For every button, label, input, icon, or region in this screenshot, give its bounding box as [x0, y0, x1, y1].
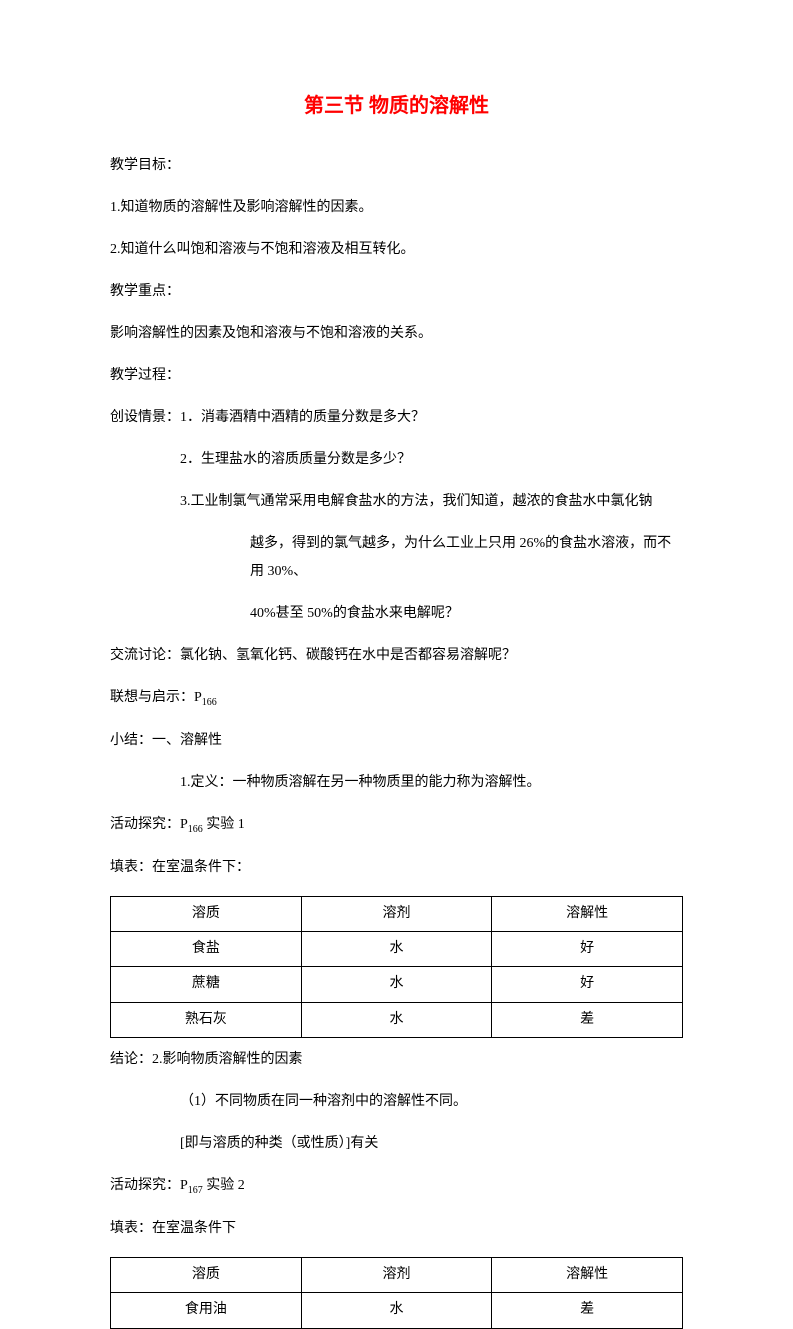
- table-cell: 差: [492, 1293, 683, 1328]
- text-line: 创设情景：1．消毒酒精中酒精的质量分数是多大？: [110, 404, 683, 432]
- table-header: 溶质: [111, 1257, 302, 1292]
- table-cell: 熟石灰: [111, 1002, 302, 1037]
- text-span: 实验 2: [203, 1178, 245, 1193]
- text-line: （1）不同物质在同一种溶剂中的溶解性不同。: [110, 1088, 683, 1116]
- table-header: 溶解性: [492, 1257, 683, 1292]
- table-cell: 好: [492, 967, 683, 1002]
- text-line: 越多，得到的氯气越多，为什么工业上只用 26%的食盐水溶液，而不用 30%、: [110, 530, 683, 586]
- table-cell: 水: [301, 931, 492, 966]
- table-cell: 水: [301, 967, 492, 1002]
- text-line: 联想与启示：P166: [110, 684, 683, 713]
- text-line: 2．生理盐水的溶质质量分数是多少？: [110, 446, 683, 474]
- text-line: 填表：在室温条件下: [110, 1215, 683, 1243]
- text-line: 交流讨论：氯化钠、氢氧化钙、碳酸钙在水中是否都容易溶解呢？: [110, 642, 683, 670]
- table-row: 食盐 水 好: [111, 931, 683, 966]
- table-row: 蔗糖 水 好: [111, 967, 683, 1002]
- table-row: 熟石灰 水 差: [111, 1002, 683, 1037]
- table-header: 溶剂: [301, 1257, 492, 1292]
- table-row: 溶质 溶剂 溶解性: [111, 896, 683, 931]
- text-line: 教学目标：: [110, 152, 683, 180]
- text-span: 联想与启示：P: [110, 690, 202, 705]
- solubility-table-2: 溶质 溶剂 溶解性 食用油 水 差: [110, 1257, 683, 1329]
- text-line: 填表：在室温条件下：: [110, 854, 683, 882]
- text-line: 影响溶解性的因素及饱和溶液与不饱和溶液的关系。: [110, 320, 683, 348]
- table-row: 食用油 水 差: [111, 1293, 683, 1328]
- subscript: 167: [188, 1185, 203, 1196]
- text-line: 小结：一、溶解性: [110, 727, 683, 755]
- solubility-table-1: 溶质 溶剂 溶解性 食盐 水 好 蔗糖 水 好 熟石灰 水 差: [110, 896, 683, 1039]
- text-line: 1.知道物质的溶解性及影响溶解性的因素。: [110, 194, 683, 222]
- text-span: 实验 1: [203, 817, 245, 832]
- table-cell: 蔗糖: [111, 967, 302, 1002]
- table-cell: 好: [492, 931, 683, 966]
- text-line: 1.定义：一种物质溶解在另一种物质里的能力称为溶解性。: [110, 769, 683, 797]
- text-line: 3.工业制氯气通常采用电解食盐水的方法，我们知道，越浓的食盐水中氯化钠: [110, 488, 683, 516]
- table-cell: 食盐: [111, 931, 302, 966]
- table-cell: 差: [492, 1002, 683, 1037]
- text-line: 活动探究：P166 实验 1: [110, 811, 683, 840]
- table-cell: 水: [301, 1293, 492, 1328]
- text-line: 活动探究：P167 实验 2: [110, 1172, 683, 1201]
- table-header: 溶质: [111, 896, 302, 931]
- text-line: 2.知道什么叫饱和溶液与不饱和溶液及相互转化。: [110, 236, 683, 264]
- text-span: 活动探究：P: [110, 1178, 188, 1193]
- text-span: 活动探究：P: [110, 817, 188, 832]
- table-header: 溶解性: [492, 896, 683, 931]
- text-line: [即与溶质的种类（或性质）]有关: [110, 1130, 683, 1158]
- text-line: 结论：2.影响物质溶解性的因素: [110, 1046, 683, 1074]
- text-line: 教学重点：: [110, 278, 683, 306]
- table-header: 溶剂: [301, 896, 492, 931]
- subscript: 166: [188, 824, 203, 835]
- text-line: 40%甚至 50%的食盐水来电解呢？: [110, 600, 683, 628]
- table-row: 溶质 溶剂 溶解性: [111, 1257, 683, 1292]
- table-cell: 水: [301, 1002, 492, 1037]
- subscript: 166: [202, 697, 217, 708]
- table-cell: 食用油: [111, 1293, 302, 1328]
- text-line: 教学过程：: [110, 362, 683, 390]
- page-title: 第三节 物质的溶解性: [110, 90, 683, 122]
